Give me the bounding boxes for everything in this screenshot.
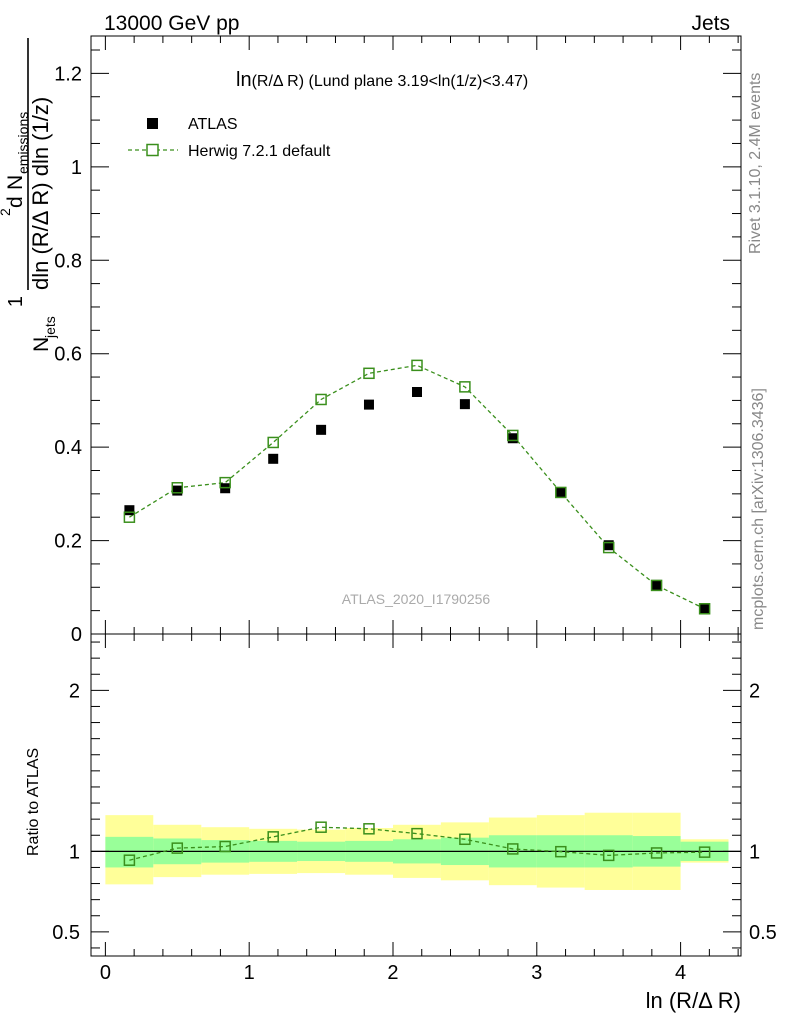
herwig-point-6 bbox=[411, 359, 423, 372]
herwig-line bbox=[129, 364, 705, 610]
herwig-point-3 bbox=[267, 436, 279, 449]
rivet-version-label: Rivet 3.1.10, 2.4M events bbox=[747, 73, 764, 254]
axis-ticks bbox=[91, 36, 741, 956]
atlas-point-11 bbox=[651, 579, 662, 590]
x-tick-label-2: 2 bbox=[387, 962, 398, 984]
plot-title-sub: (R/Δ R) (Lund plane 3.19<ln(1/z)<3.47) bbox=[252, 73, 529, 90]
ratio-herwig-point-8 bbox=[507, 843, 519, 855]
ratio-y-tick-label-right-2: 2 bbox=[749, 680, 760, 702]
main-y-tick-label-0.8: 0.8 bbox=[54, 250, 82, 272]
ratio-y-tick-label-right-0.5: 0.5 bbox=[749, 922, 777, 944]
svg-text:dln (R/Δ R) dln (1/z): dln (R/Δ R) dln (1/z) bbox=[28, 97, 53, 290]
ratio-y-tick-label-left-2: 2 bbox=[69, 680, 80, 702]
atlas-point-0 bbox=[124, 505, 135, 516]
ratio-herwig-point-0 bbox=[123, 854, 136, 866]
herwig-point-10 bbox=[602, 541, 615, 554]
plot-frames bbox=[90, 35, 742, 957]
legend-atlas-marker bbox=[147, 118, 158, 129]
legend-atlas-label: ATLAS bbox=[188, 116, 238, 133]
y-label-njets: N bbox=[30, 337, 53, 352]
ratio-herwig-point-6 bbox=[411, 827, 423, 840]
herwig-point-0 bbox=[123, 511, 136, 523]
ratio-y-tick-label-left-1: 1 bbox=[69, 841, 80, 863]
y-label-d-exp: 2 bbox=[0, 208, 13, 216]
herwig-point-1 bbox=[171, 482, 184, 494]
ratio-herwig-point-10 bbox=[602, 849, 615, 862]
main-y-tick-label-1: 1 bbox=[71, 157, 82, 179]
herwig-point-12 bbox=[698, 603, 711, 615]
y-label-d: d bbox=[4, 196, 27, 208]
atlas-point-8 bbox=[507, 433, 518, 444]
atlas-point-6 bbox=[412, 386, 423, 397]
main-y-tick-label-0: 0 bbox=[71, 624, 82, 646]
axis-tick-labels: 0 1 2 3 4 0 0.2 0.4 0.6 0.8 1 1.2 0.5 0.5 1 1 2 2 bbox=[52, 63, 777, 984]
ratio-plot-frame bbox=[90, 633, 742, 957]
y-label-nemis: N bbox=[4, 175, 27, 190]
ratio-herwig-point-2 bbox=[219, 840, 231, 853]
ratio-herwig-line bbox=[129, 826, 705, 861]
herwig-point-8 bbox=[507, 429, 519, 442]
legend: ATLAS Herwig 7.2.1 default bbox=[128, 116, 331, 160]
atlas-point-5 bbox=[363, 399, 374, 410]
ratio-herwig-point-1 bbox=[171, 842, 184, 854]
x-axis-label: ln (R/Δ R) bbox=[646, 988, 741, 1013]
mcplots-label: mcplots.cern.ch [arXiv:1306.3436] bbox=[750, 388, 767, 630]
plot-title-main: ln bbox=[236, 69, 252, 91]
x-tick-label-0: 0 bbox=[100, 962, 111, 984]
main-y-axis-label: dln (R/Δ R) dln (1/z) 1 N jets d 2 N emi… bbox=[0, 38, 58, 352]
ratio-herwig-point-12 bbox=[698, 846, 711, 858]
analysis-watermark: ATLAS_2020_I1790256 bbox=[342, 591, 491, 607]
legend-herwig-marker bbox=[146, 143, 159, 157]
y-label-njets-sub: jets bbox=[42, 316, 58, 339]
atlas-point-3 bbox=[268, 453, 279, 464]
atlas-point-10 bbox=[603, 540, 614, 551]
ratio-herwig-point-11 bbox=[650, 847, 663, 859]
ratio-y-tick-label-right-1: 1 bbox=[749, 841, 760, 863]
ratio-y-axis-label: Ratio to ATLAS bbox=[25, 748, 42, 856]
y-label-one: 1 bbox=[5, 296, 27, 307]
herwig-point-7 bbox=[459, 381, 471, 393]
ratio-herwig-point-9 bbox=[555, 845, 567, 858]
y-label-nemis-sub: emissions bbox=[15, 112, 31, 174]
x-tick-label-3: 3 bbox=[531, 962, 542, 984]
ratio-band-inner-0 bbox=[105, 836, 154, 868]
y-label-denominator: dln (R/Δ R) dln (1/z) bbox=[28, 97, 53, 290]
herwig-point-9 bbox=[555, 486, 567, 499]
ratio-herwig-point-3 bbox=[267, 831, 279, 843]
main-series bbox=[123, 359, 711, 615]
plot-title: ln(R/Δ R) (Lund plane 3.19<ln(1/z)<3.47) bbox=[236, 69, 528, 91]
herwig-point-2 bbox=[219, 476, 231, 489]
herwig-point-5 bbox=[363, 367, 375, 380]
header-right-label: Jets bbox=[691, 12, 730, 35]
ratio-y-tick-label-left-0.5: 0.5 bbox=[52, 922, 80, 944]
ratio-herwig-point-7 bbox=[459, 833, 471, 846]
herwig-point-11 bbox=[650, 579, 663, 592]
ratio-herwig-point-4 bbox=[315, 821, 327, 833]
main-y-tick-label-0.6: 0.6 bbox=[54, 344, 82, 366]
main-y-tick-label-1.2: 1.2 bbox=[54, 63, 82, 85]
legend-herwig-label: Herwig 7.2.1 default bbox=[188, 143, 331, 160]
x-tick-label-1: 1 bbox=[244, 962, 255, 984]
atlas-point-1 bbox=[172, 485, 183, 496]
header-left-label: 13000 GeV pp bbox=[104, 12, 239, 35]
main-y-tick-label-0.4: 0.4 bbox=[54, 437, 82, 459]
ratio-series bbox=[123, 821, 711, 866]
atlas-point-4 bbox=[316, 424, 327, 435]
atlas-point-12 bbox=[699, 603, 710, 614]
ratio-uncertainty-bands bbox=[91, 812, 741, 890]
atlas-point-7 bbox=[459, 399, 470, 410]
ratio-herwig-point-5 bbox=[363, 823, 375, 835]
main-y-tick-label-0.2: 0.2 bbox=[54, 531, 82, 553]
herwig-point-4 bbox=[315, 393, 327, 406]
atlas-point-9 bbox=[555, 487, 566, 498]
x-tick-label-4: 4 bbox=[675, 962, 686, 984]
